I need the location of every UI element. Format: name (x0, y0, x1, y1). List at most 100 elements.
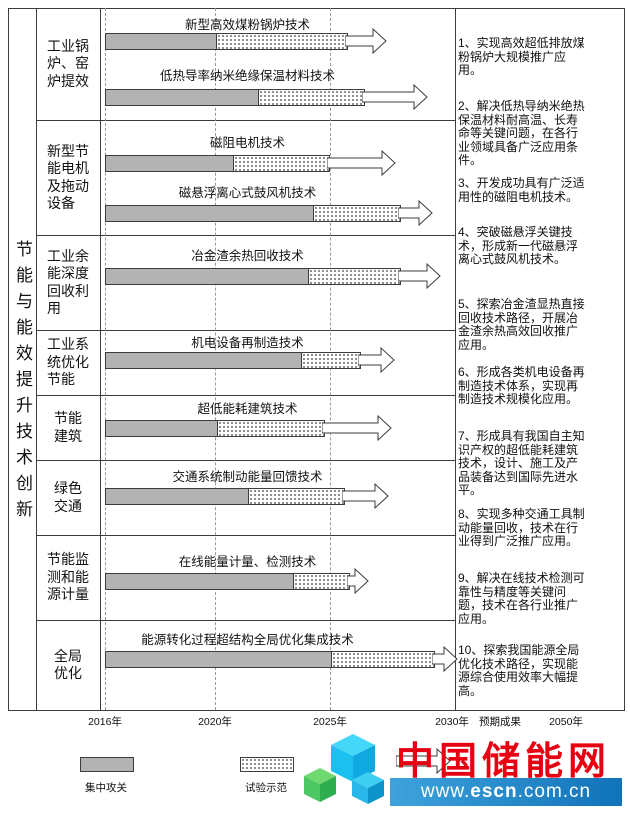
phase-research-segment (106, 489, 249, 504)
phase-demo-segment (218, 421, 324, 436)
bar-track (105, 89, 365, 106)
legend-swatch-research (80, 757, 134, 772)
outcome-item: 9、解决在线技术检测可靠性与精度等关键问题，技术在各行业推广应用。 (458, 571, 585, 626)
bar-track (105, 352, 361, 369)
phase-demo-segment (314, 206, 400, 221)
outcome-item: 7、形成具有我国自主知识产权的超低能耗建筑技术，设计、施工及产品装备达到国际先进… (458, 429, 585, 498)
phase-demo-segment (302, 353, 360, 368)
axis-label-2020: 2020年 (198, 716, 232, 728)
promotion-arrow-icon (398, 263, 441, 289)
phase-research-segment (106, 90, 259, 105)
category-system-optimization: 工业系 统优化 节能 (47, 336, 89, 388)
row-separator (36, 330, 455, 331)
phase-demo-segment (259, 90, 364, 105)
phase-research-segment (106, 574, 294, 589)
category-motor-drive: 新型节 能电机 及拖动 设备 (47, 142, 89, 212)
promotion-arrow-icon (398, 200, 433, 226)
legend-label-demo: 试验示范 (245, 782, 287, 794)
row-separator (36, 235, 455, 236)
axis-label-2016: 2016年 (88, 716, 122, 728)
axis-label-2050: 2050年 (549, 716, 583, 728)
outcome-item: 5、探索冶金渣显热直接回收技术路径，开展冶金渣余热高效回收推广应用。 (458, 297, 585, 352)
outcome-item: 3、开发成功具有广泛适用性的磁阻电机技术。 (458, 176, 585, 204)
category-column-border (100, 8, 101, 710)
legend-swatch-demo (240, 757, 294, 772)
outcome-item: 6、形成各类机电设备再制造技术体系，实现再制造技术规模化应用。 (458, 365, 585, 407)
row-separator (36, 120, 455, 121)
phase-demo-segment (249, 489, 344, 504)
row-separator (36, 535, 455, 536)
outcome-column-border (455, 8, 456, 710)
bar-label: 能源转化过程超结构全局优化集成技术 (141, 633, 354, 647)
bar-track (105, 205, 401, 222)
phase-research-segment (106, 156, 234, 171)
promotion-arrow-icon (347, 568, 369, 594)
frame-right-border (624, 8, 625, 710)
promotion-arrow-icon (327, 150, 396, 176)
axis-label-expected-results: 预期成果 (479, 716, 521, 728)
outcome-item: 1、实现高效超低排放煤粉锅炉大规模推广应用。 (458, 36, 585, 78)
outcome-item: 8、实现多种交通工具制动能量回收，技术在行业得到广泛推广应用。 (458, 507, 585, 549)
phase-research-segment (106, 353, 302, 368)
bar-label: 磁阻电机技术 (209, 136, 285, 150)
watermark: 中国储能网 www.escn.com.cn (298, 726, 628, 811)
watermark-url-bar: www.escn.com.cn (390, 778, 622, 806)
bar-label: 机电设备再制造技术 (191, 336, 304, 350)
bar-label: 交通系统制动能量回馈技术 (172, 470, 323, 484)
watermark-url: www.escn.com.cn (420, 781, 592, 802)
category-green-building: 节能 建筑 (54, 410, 82, 444)
bar-track (105, 155, 330, 172)
phase-research-segment (106, 652, 332, 667)
phase-demo-segment (332, 652, 434, 667)
row-separator (36, 395, 455, 396)
phase-demo-segment (294, 574, 349, 589)
bar-label: 在线能量计量、检测技术 (178, 555, 317, 569)
bar-label: 新型高效煤粉锅炉技术 (184, 18, 310, 32)
phase-demo-segment (234, 156, 329, 171)
bar-label: 磁悬浮离心式鼓风机技术 (178, 186, 317, 200)
promotion-arrow-icon (432, 646, 458, 672)
chart-vertical-title: 节能与能效提升技术创新 (13, 240, 32, 526)
bar-track (105, 420, 325, 437)
legend-swatch-promotion-arrow-icon (396, 748, 451, 774)
phase-research-segment (106, 206, 314, 221)
axis-label-2025: 2025年 (313, 716, 347, 728)
promotion-arrow-icon (342, 483, 389, 509)
category-monitoring-metering: 节能监 测和能 源计量 (47, 551, 89, 603)
outcome-item: 10、探索我国能源全局优化技术路径，实现能源综合使用效率大幅提高。 (458, 643, 580, 698)
phase-demo-segment (309, 269, 400, 284)
frame-left-border (8, 8, 9, 710)
bar-track (105, 33, 348, 50)
promotion-arrow-icon (322, 415, 392, 441)
category-waste-energy: 工业余 能深度 回收利 用 (47, 247, 89, 317)
promotion-arrow-icon (358, 347, 395, 373)
bar-label: 冶金渣余热回收技术 (191, 249, 304, 263)
watermark-site-name: 中国储能网 (396, 741, 612, 783)
row-separator (36, 620, 455, 621)
promotion-arrow-icon (362, 84, 428, 110)
title-column-border (36, 8, 37, 710)
frame-bottom-border (8, 710, 625, 711)
phase-research-segment (106, 421, 218, 436)
axis-label-2030: 2030年 (435, 716, 469, 728)
bar-track (105, 488, 345, 505)
cubes-logo-icon (304, 734, 384, 804)
frame-top-border (8, 8, 625, 9)
legend-label-research: 集中攻关 (85, 782, 127, 794)
bar-label: 低热导率纳米绝缘保温材料技术 (159, 69, 335, 83)
bar-track (105, 268, 401, 285)
bar-track (105, 651, 435, 668)
phase-research-segment (106, 34, 217, 49)
category-global-optimization: 全局 优化 (54, 647, 82, 682)
category-boiler-kiln: 工业锅 炉、窑 炉提效 (47, 37, 89, 89)
category-green-transport: 绿色 交通 (54, 480, 82, 514)
bar-label: 超低能耗建筑技术 (197, 402, 298, 416)
row-separator (36, 460, 455, 461)
phase-research-segment (106, 269, 309, 284)
outcome-item: 4、突破磁悬浮关键技术，形成新一代磁悬浮离心式鼓风机技术。 (458, 225, 579, 267)
outcome-item: 2、解决低热导纳米绝热保温材料耐高温、长寿命等关键问题，在各行业领域具备广泛应用… (458, 99, 585, 168)
promotion-arrow-icon (345, 28, 387, 54)
bar-track (105, 573, 350, 590)
phase-demo-segment (217, 34, 347, 49)
